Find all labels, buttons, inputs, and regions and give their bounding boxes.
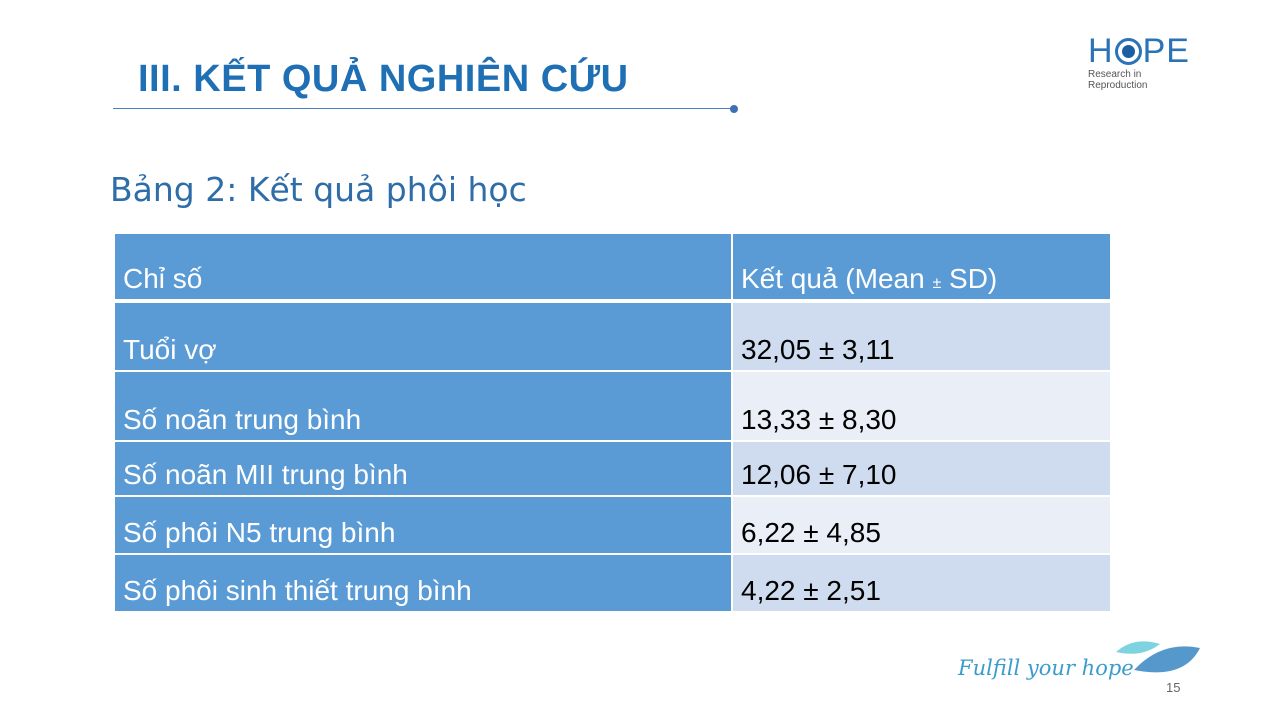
logo-letter-h: H — [1088, 32, 1114, 70]
row-label: Số phôi sinh thiết trung bình — [113, 553, 733, 613]
row-value: 32,05 ± 3,11 — [731, 300, 1112, 372]
header-result-text: Kết quả (Mean — [741, 263, 933, 294]
header-sd: SD) — [941, 263, 998, 294]
header-index: Chỉ số — [113, 232, 733, 303]
table-row: Số noãn trung bình 13,33 ± 8,30 — [113, 370, 1112, 442]
slogan: Fulfill your hope — [958, 656, 1134, 680]
slide-title: III. KẾT QUẢ NGHIÊN CỨU — [138, 58, 629, 100]
results-table: Chỉ số Kết quả (Mean ± SD) Tuổi vợ 32,05… — [113, 232, 1112, 613]
row-label: Số phôi N5 trung bình — [113, 495, 733, 555]
row-value: 12,06 ± 7,10 — [731, 440, 1112, 497]
eye-icon — [1114, 37, 1142, 65]
row-value: 13,33 ± 8,30 — [731, 370, 1112, 442]
row-value: 6,22 ± 4,85 — [731, 495, 1112, 555]
page-number: 15 — [1166, 680, 1181, 695]
logo-subtitle: Research in Reproduction — [1088, 69, 1148, 91]
underline-dot — [730, 105, 738, 113]
title-underline — [113, 108, 733, 109]
table-header-row: Chỉ số Kết quả (Mean ± SD) — [113, 232, 1112, 303]
leaves-logo-icon — [1116, 641, 1200, 673]
row-label: Số noãn MII trung bình — [113, 440, 733, 497]
header-result: Kết quả (Mean ± SD) — [731, 232, 1112, 303]
hope-logo: H PE Research in Reproduction — [1088, 34, 1203, 91]
table-row: Số phôi sinh thiết trung bình 4,22 ± 2,5… — [113, 553, 1112, 613]
table-row: Tuổi vợ 32,05 ± 3,11 — [113, 300, 1112, 372]
row-value: 4,22 ± 2,51 — [731, 553, 1112, 613]
row-label: Tuổi vợ — [113, 300, 733, 372]
table-row: Số noãn MII trung bình 12,06 ± 7,10 — [113, 440, 1112, 497]
header-pm: ± — [932, 275, 942, 292]
logo-letters-pe: PE — [1142, 32, 1190, 70]
row-label: Số noãn trung bình — [113, 370, 733, 442]
table-caption: Bảng 2: Kết quả phôi học — [110, 170, 527, 209]
table-row: Số phôi N5 trung bình 6,22 ± 4,85 — [113, 495, 1112, 555]
